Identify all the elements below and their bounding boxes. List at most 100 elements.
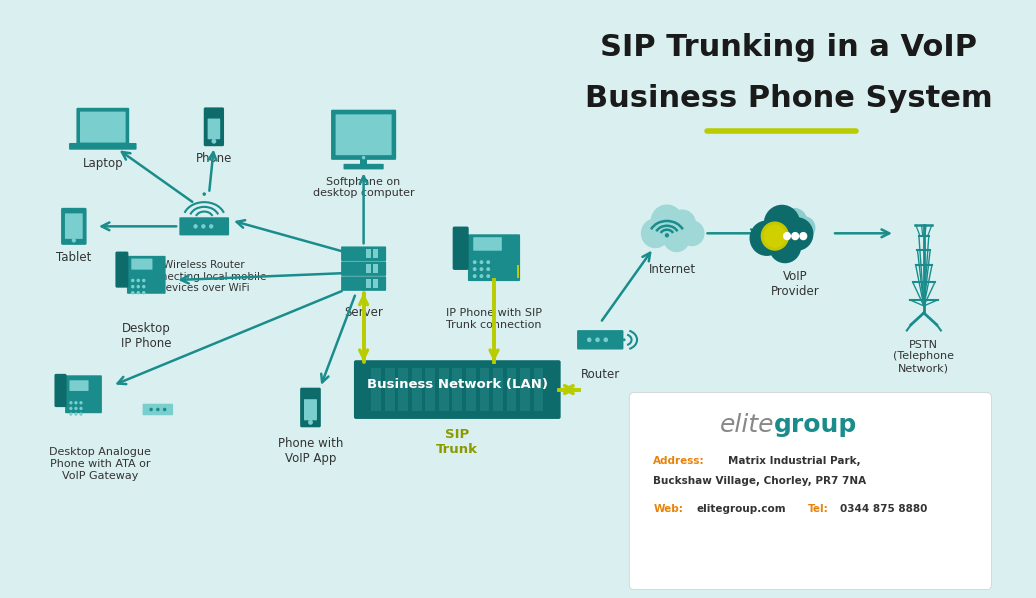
Text: Business Network (LAN): Business Network (LAN) bbox=[367, 378, 548, 391]
Text: Desktop
IP Phone: Desktop IP Phone bbox=[121, 322, 172, 350]
Bar bbox=[384, 368, 395, 411]
FancyBboxPatch shape bbox=[341, 276, 386, 291]
Bar bbox=[373, 249, 378, 258]
Circle shape bbox=[587, 337, 592, 342]
Circle shape bbox=[69, 413, 73, 416]
Circle shape bbox=[308, 420, 313, 425]
Circle shape bbox=[794, 216, 815, 239]
Circle shape bbox=[75, 413, 78, 416]
Circle shape bbox=[472, 260, 477, 264]
FancyBboxPatch shape bbox=[132, 258, 152, 270]
Bar bbox=[366, 249, 371, 258]
Text: Tablet: Tablet bbox=[56, 251, 91, 264]
Text: VoIP
Provider: VoIP Provider bbox=[771, 270, 819, 298]
Circle shape bbox=[603, 337, 608, 342]
Bar bbox=[373, 264, 378, 273]
Bar bbox=[359, 157, 368, 167]
Bar bbox=[439, 368, 449, 411]
Text: Internet: Internet bbox=[650, 263, 696, 276]
Circle shape bbox=[480, 260, 484, 264]
Text: group: group bbox=[774, 413, 858, 437]
Circle shape bbox=[781, 208, 807, 235]
Circle shape bbox=[69, 407, 73, 410]
Circle shape bbox=[131, 279, 135, 282]
Circle shape bbox=[472, 274, 477, 278]
Circle shape bbox=[641, 218, 670, 248]
Bar bbox=[507, 368, 516, 411]
Text: Desktop Analogue
Phone with ATA or
VoIP Gateway: Desktop Analogue Phone with ATA or VoIP … bbox=[49, 447, 151, 481]
Circle shape bbox=[209, 224, 213, 228]
Text: SIP Trunking in a VoIP: SIP Trunking in a VoIP bbox=[600, 33, 977, 62]
Text: 0344 875 8880: 0344 875 8880 bbox=[840, 504, 927, 514]
Circle shape bbox=[480, 267, 484, 271]
FancyBboxPatch shape bbox=[300, 388, 321, 428]
Bar bbox=[466, 368, 476, 411]
Circle shape bbox=[769, 230, 801, 263]
FancyBboxPatch shape bbox=[80, 112, 125, 142]
Circle shape bbox=[142, 291, 145, 295]
Bar bbox=[453, 368, 462, 411]
Circle shape bbox=[80, 413, 83, 416]
Bar bbox=[366, 264, 371, 273]
FancyBboxPatch shape bbox=[304, 399, 317, 420]
Text: elite: elite bbox=[720, 413, 774, 437]
Circle shape bbox=[764, 225, 786, 248]
Text: Business Phone System: Business Phone System bbox=[584, 84, 992, 114]
FancyBboxPatch shape bbox=[473, 237, 501, 251]
Circle shape bbox=[137, 291, 140, 295]
FancyBboxPatch shape bbox=[115, 252, 128, 288]
Bar bbox=[399, 368, 408, 411]
Circle shape bbox=[486, 267, 490, 271]
Circle shape bbox=[783, 232, 792, 240]
Circle shape bbox=[760, 221, 789, 251]
FancyBboxPatch shape bbox=[55, 374, 66, 407]
Circle shape bbox=[211, 139, 217, 144]
FancyBboxPatch shape bbox=[69, 380, 88, 391]
Bar bbox=[366, 279, 371, 288]
Circle shape bbox=[137, 279, 140, 282]
FancyBboxPatch shape bbox=[69, 143, 137, 150]
Circle shape bbox=[669, 209, 696, 237]
FancyBboxPatch shape bbox=[344, 164, 383, 169]
FancyBboxPatch shape bbox=[354, 360, 560, 419]
Bar bbox=[517, 265, 519, 278]
FancyBboxPatch shape bbox=[143, 404, 173, 415]
FancyBboxPatch shape bbox=[61, 208, 87, 245]
Circle shape bbox=[596, 337, 600, 342]
Circle shape bbox=[131, 291, 135, 295]
Bar bbox=[480, 368, 489, 411]
FancyBboxPatch shape bbox=[468, 234, 520, 281]
Bar bbox=[371, 368, 381, 411]
Text: elitegroup.com: elitegroup.com bbox=[697, 504, 786, 514]
Circle shape bbox=[480, 274, 484, 278]
Bar bbox=[534, 368, 543, 411]
FancyBboxPatch shape bbox=[77, 108, 130, 146]
Circle shape bbox=[781, 217, 813, 251]
FancyBboxPatch shape bbox=[179, 217, 229, 236]
Text: Phone: Phone bbox=[196, 152, 232, 164]
FancyBboxPatch shape bbox=[65, 376, 102, 413]
Circle shape bbox=[201, 224, 205, 228]
FancyBboxPatch shape bbox=[332, 109, 396, 160]
Circle shape bbox=[362, 156, 366, 160]
Circle shape bbox=[69, 401, 73, 404]
Circle shape bbox=[142, 279, 145, 282]
FancyBboxPatch shape bbox=[204, 108, 224, 147]
Text: SIP
Trunk: SIP Trunk bbox=[436, 428, 479, 456]
Circle shape bbox=[80, 407, 83, 410]
Text: Softphone on
desktop computer: Softphone on desktop computer bbox=[313, 176, 414, 198]
Circle shape bbox=[80, 401, 83, 404]
Text: Web:: Web: bbox=[654, 504, 684, 514]
Circle shape bbox=[749, 221, 784, 256]
Text: IP Phone with SIP
Trunk connection: IP Phone with SIP Trunk connection bbox=[447, 308, 542, 329]
Text: Wireless Router
connecting local mobile
devices over WiFi: Wireless Router connecting local mobile … bbox=[142, 260, 266, 294]
Circle shape bbox=[799, 232, 807, 240]
Circle shape bbox=[202, 193, 206, 196]
Circle shape bbox=[137, 285, 140, 288]
Bar bbox=[373, 279, 378, 288]
Circle shape bbox=[149, 408, 153, 411]
Text: Router: Router bbox=[580, 368, 620, 381]
Text: Server: Server bbox=[344, 306, 383, 319]
Bar bbox=[520, 368, 529, 411]
Circle shape bbox=[163, 408, 167, 411]
